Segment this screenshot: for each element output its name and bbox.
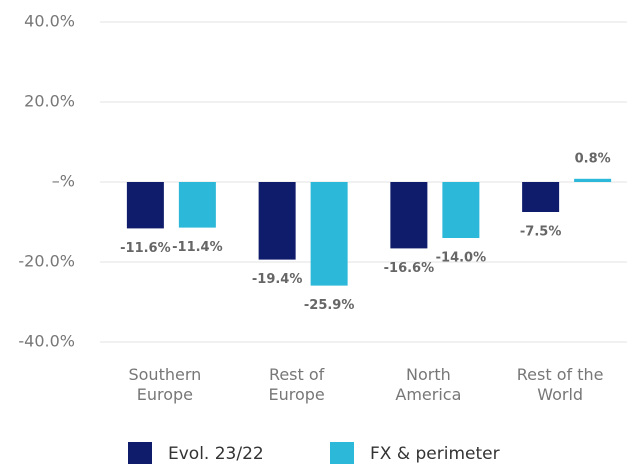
legend-label: Evol. 23/22 (168, 444, 264, 464)
x-tick-line: World (537, 385, 583, 404)
bar (522, 182, 560, 212)
data-label: -16.6% (384, 261, 435, 276)
x-tick-line: Rest of (269, 365, 325, 384)
y-tick-label: 20.0% (24, 92, 75, 111)
legend-label: FX & perimeter (370, 444, 500, 464)
data-label: 0.8% (575, 151, 611, 166)
x-tick-line: Europe (268, 385, 324, 404)
x-tick-line: America (395, 385, 461, 404)
y-tick-label: -20.0% (18, 252, 75, 271)
bar (390, 182, 428, 249)
legend-swatch (128, 442, 152, 464)
bar (310, 182, 348, 286)
data-label: -19.4% (252, 272, 303, 287)
legend-swatch (330, 442, 354, 464)
bar (574, 178, 612, 182)
x-tick-line: Southern (128, 365, 201, 384)
y-tick-label: -40.0% (18, 332, 75, 351)
y-tick-label: 40.0% (24, 12, 75, 31)
y-tick-label: –% (52, 172, 75, 191)
data-label: -14.0% (436, 251, 487, 266)
x-tick-label: Rest of Europe (268, 365, 324, 404)
x-tick-line: North (406, 365, 451, 384)
bar (178, 182, 216, 228)
x-tick-line: Europe (137, 385, 193, 404)
x-tick-line: Rest of the (517, 365, 604, 384)
x-tick-label: Southern Europe (128, 365, 201, 404)
bar (126, 182, 164, 229)
data-label: -25.9% (304, 298, 355, 313)
data-label: -7.5% (520, 225, 561, 240)
bar (258, 182, 296, 260)
x-tick-label: North America (395, 365, 461, 404)
x-tick-label: Rest of the World (517, 365, 604, 404)
bar (442, 182, 480, 238)
data-label: -11.6% (120, 241, 171, 256)
data-label: -11.4% (172, 240, 223, 255)
